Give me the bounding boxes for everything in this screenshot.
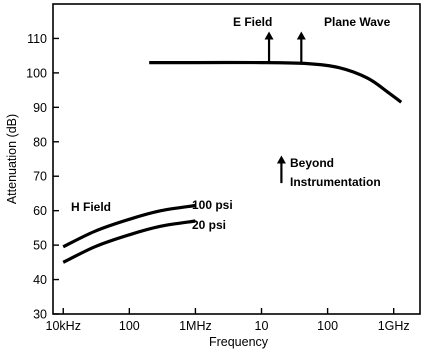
y-axis-label: Attenuation (dB) <box>5 114 19 204</box>
beyond-label: Beyond <box>290 156 334 170</box>
y-tick-label: 70 <box>33 170 47 184</box>
arrow-layer <box>264 31 306 184</box>
y-tick-label: 40 <box>33 273 47 287</box>
up-arrow-head <box>296 31 306 40</box>
x-tick-label: 100 <box>317 319 338 333</box>
x-tick-label: 10kHz <box>46 319 81 333</box>
e-field-label: E Field <box>233 15 272 29</box>
y-tick-label: 100 <box>26 66 47 80</box>
series-label-100-psi: 100 psi <box>192 198 233 212</box>
instrumentation-label: Instrumentation <box>290 175 381 189</box>
y-tick-label: 60 <box>33 204 47 218</box>
x-tick-label: 1GHz <box>378 319 410 333</box>
plot-area <box>52 3 421 315</box>
series-line-plane-wave <box>149 60 403 104</box>
plot-frame <box>52 3 421 315</box>
y-tick-label: 90 <box>33 101 47 115</box>
y-tick-label: 30 <box>33 308 47 322</box>
series-layer <box>62 60 403 264</box>
series-line-20-psi <box>62 219 196 264</box>
x-tick-label: 1MHz <box>179 319 212 333</box>
y-tick-label: 110 <box>27 32 47 46</box>
up-arrow-head <box>264 31 274 40</box>
x-tick-label: 100 <box>119 319 140 333</box>
y-axis-ticks: 30 40 50 60 70 80 90 100 110 <box>26 32 59 322</box>
series-line-100-psi <box>62 203 196 249</box>
plane-wave-label: Plane Wave <box>324 15 391 29</box>
x-axis-ticks: 10kHz 100 1MHz 10 100 1GHz <box>46 308 410 333</box>
y-tick-label: 50 <box>33 239 47 253</box>
up-arrow-head <box>276 155 286 164</box>
x-tick-label: 10 <box>255 319 269 333</box>
h-field-label: H Field <box>71 200 111 214</box>
y-tick-label: 80 <box>33 135 47 149</box>
series-label-20-psi: 20 psi <box>192 218 226 232</box>
x-axis-label: Frequency <box>209 335 269 349</box>
